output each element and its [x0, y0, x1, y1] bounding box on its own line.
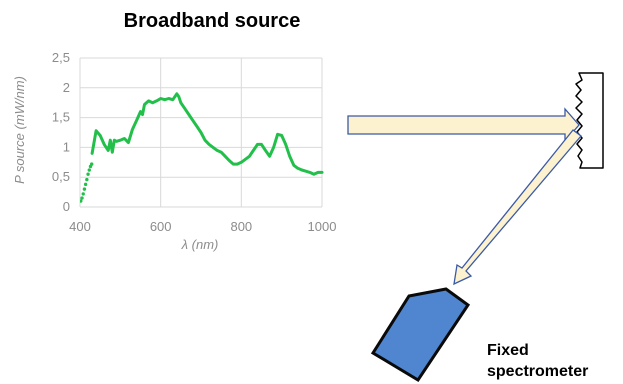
- spectrometer: [370, 287, 471, 383]
- x-tick-label: 400: [69, 219, 91, 234]
- y-tick-label: 2: [63, 80, 70, 95]
- chart-grid: [79, 57, 323, 208]
- spectrum-point: [87, 168, 91, 172]
- spectrum-series: [80, 92, 324, 203]
- x-axis-label: λ (nm): [181, 237, 219, 252]
- spectrum-point: [86, 172, 90, 176]
- grating-surface: [575, 72, 604, 169]
- spectrum-point: [80, 199, 83, 203]
- grating-mirror: [575, 72, 604, 169]
- spectrometer-body: [370, 287, 471, 383]
- spectrometer-label-line2: spectrometer: [487, 363, 588, 380]
- x-tick-label: 1000: [308, 219, 337, 234]
- spectrum-point: [83, 182, 88, 187]
- y-tick-labels: 0 0,5 1 1,5 2 2,5: [52, 50, 70, 214]
- spectrum-point: [80, 196, 84, 200]
- y-axis-label: P source (mW/nm): [12, 76, 27, 184]
- spectrum-point: [81, 192, 85, 196]
- reflected-beam-arrow: [453, 129, 582, 286]
- incoming-beam-arrow: [347, 107, 580, 143]
- x-tick-label: 800: [230, 219, 252, 234]
- x-tick-labels: 400 600 800 1000: [69, 219, 336, 234]
- spectrum-point: [82, 187, 87, 191]
- spectrum-chart: 0 0,5 1 1,5 2 2,5 400 600 800 1000 P source (mW/…: [12, 50, 336, 252]
- spectrum-point: [89, 162, 94, 166]
- spectrum-point: [85, 177, 89, 182]
- y-tick-label: 1: [63, 139, 70, 154]
- x-tick-label: 600: [150, 219, 172, 234]
- y-tick-label: 0,5: [52, 169, 70, 184]
- y-tick-label: 1,5: [52, 110, 70, 125]
- y-tick-label: 0: [63, 199, 70, 214]
- y-tick-label: 2,5: [52, 50, 70, 65]
- diagram-title: Broadband source: [124, 10, 301, 32]
- spectrometer-label-line1: Fixed: [487, 342, 529, 359]
- spectrum-line: [90, 92, 324, 176]
